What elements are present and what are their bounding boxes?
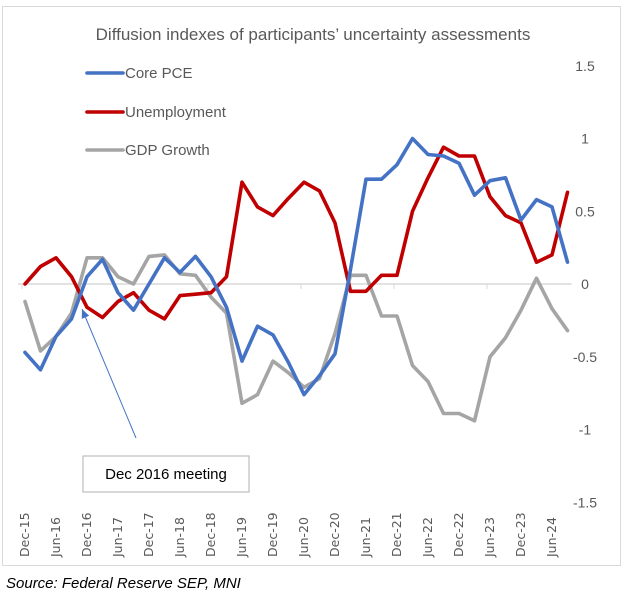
annotation-arrow xyxy=(81,308,137,439)
y-tick-label: 0 xyxy=(581,276,589,292)
chart-title: Diffusion indexes of participants’ uncer… xyxy=(96,25,531,44)
x-tick-label: Jun-19 xyxy=(234,517,249,558)
x-tick-label: Jun-20 xyxy=(296,517,311,558)
series-line-gdp-growth xyxy=(23,253,570,423)
y-tick-label: -1 xyxy=(579,422,592,438)
annotation: Dec 2016 meeting xyxy=(81,308,250,493)
zero-axis xyxy=(18,283,572,289)
series-line-core-pce xyxy=(23,136,570,397)
legend-item-core-pce: Core PCE xyxy=(85,65,193,82)
x-tick-label: Jun-16 xyxy=(48,517,63,558)
legend-label: GDP Growth xyxy=(125,142,210,159)
annotation-box xyxy=(82,455,250,493)
legend-item-gdp-growth: GDP Growth xyxy=(85,142,210,159)
series-lines xyxy=(23,136,570,423)
x-tick-label: Jun-18 xyxy=(172,517,187,558)
legend-item-unemployment: Unemployment xyxy=(85,104,227,121)
x-tick-label: Dec-18 xyxy=(203,512,218,557)
annotation-label: Dec 2016 meeting xyxy=(105,466,227,483)
y-axis-ticks: 1.5 1 0.5 0 -0.5 -1 -1.5 xyxy=(573,58,597,511)
x-tick-label: Dec-17 xyxy=(141,512,156,557)
x-tick-label: Dec-20 xyxy=(327,512,342,557)
y-tick-label: -1.5 xyxy=(573,494,597,510)
legend-label: Unemployment xyxy=(125,104,227,121)
x-tick-label: Jun-23 xyxy=(482,517,497,558)
x-tick-label: Jun-17 xyxy=(110,517,125,558)
x-tick-label: Dec-16 xyxy=(79,512,94,557)
y-tick-label: 1.5 xyxy=(575,58,595,74)
x-tick-label: Jun-24 xyxy=(544,517,559,558)
annotation-arrowhead xyxy=(81,309,90,319)
x-tick-label: Dec-23 xyxy=(513,512,528,557)
y-tick-label: 0.5 xyxy=(575,203,595,219)
x-tick-label: Jun-21 xyxy=(358,517,373,558)
series-line-unemployment xyxy=(23,145,570,321)
legend: Core PCE Unemployment GDP Growth xyxy=(85,65,227,159)
x-tick-label: Dec-15 xyxy=(17,512,32,557)
x-tick-label: Jun-22 xyxy=(420,517,435,558)
source-note: Source: Federal Reserve SEP, MNI xyxy=(6,575,241,592)
y-tick-label: -0.5 xyxy=(573,349,597,365)
x-axis-ticks: Dec-15 Jun-16 Dec-16 Jun-17 Dec-17 Jun-18 Dec-… xyxy=(17,512,559,558)
x-tick-label: Dec-21 xyxy=(389,512,404,557)
x-tick-label: Dec-19 xyxy=(265,512,280,557)
legend-label: Core PCE xyxy=(125,65,193,82)
x-tick-label: Dec-22 xyxy=(451,512,466,557)
y-tick-label: 1 xyxy=(581,131,589,147)
